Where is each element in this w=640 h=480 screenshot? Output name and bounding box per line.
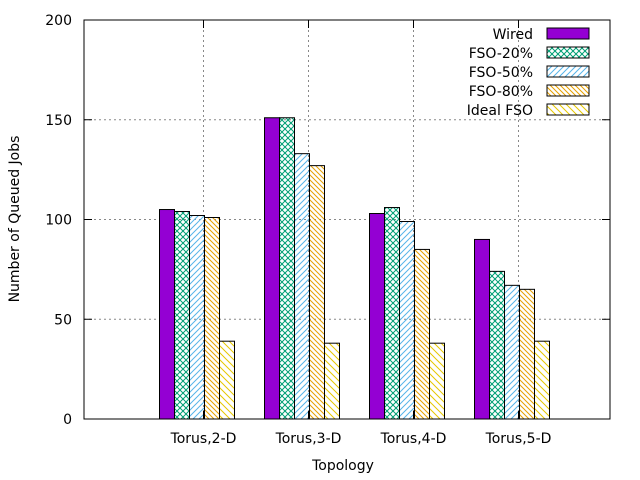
bar (204, 217, 220, 420)
bar (474, 238, 490, 420)
x-tick-label: Torus,2-D (170, 431, 237, 447)
x-tick-label: Torus,5-D (485, 431, 552, 447)
legend-swatch (546, 65, 590, 78)
bar (219, 340, 235, 420)
bar (384, 207, 400, 420)
legend-label: Ideal FSO (467, 103, 533, 119)
y-axis-ticks: 0 50 100 150 200 (45, 13, 610, 428)
bar (399, 220, 415, 420)
bar (489, 270, 505, 420)
legend-label: FSO-80% (469, 84, 533, 100)
legend-swatch (546, 103, 590, 116)
bar (519, 288, 535, 420)
y-tick-label: 150 (45, 113, 72, 129)
legend-label: FSO-20% (469, 46, 533, 62)
y-tick-label: 50 (54, 312, 72, 328)
bar (294, 153, 310, 420)
bar (324, 342, 340, 420)
bar (369, 213, 385, 420)
bar (189, 215, 205, 420)
legend-swatch (546, 46, 590, 59)
y-tick-label: 0 (63, 412, 72, 428)
legend-label: FSO-50% (469, 65, 533, 81)
x-tick-label: Torus,3-D (275, 431, 342, 447)
y-tick-label: 200 (45, 13, 72, 29)
legend: Wired FSO-20% FSO-50% FSO-80% Ideal FSO (467, 27, 590, 119)
x-tick-label: Torus,4-D (380, 431, 447, 447)
bar (279, 117, 295, 420)
bar (429, 342, 445, 420)
bars-layer (159, 117, 550, 420)
y-tick-label: 100 (45, 213, 72, 229)
bar (159, 209, 175, 420)
bar (414, 248, 430, 420)
grid-lines (84, 20, 610, 419)
legend-swatch (546, 84, 590, 97)
y-axis-label: Number of Queued Jobs (7, 136, 23, 303)
x-axis-ticks: Torus,2-D Torus,3-D Torus,4-D Torus,5-D (170, 20, 552, 447)
bar (264, 117, 280, 420)
bar (504, 284, 520, 420)
x-axis-label: Topology (311, 458, 374, 474)
bar (174, 211, 190, 420)
legend-label: Wired (493, 27, 533, 43)
bar (309, 165, 325, 420)
bar (534, 340, 550, 420)
legend-swatch (546, 27, 590, 40)
